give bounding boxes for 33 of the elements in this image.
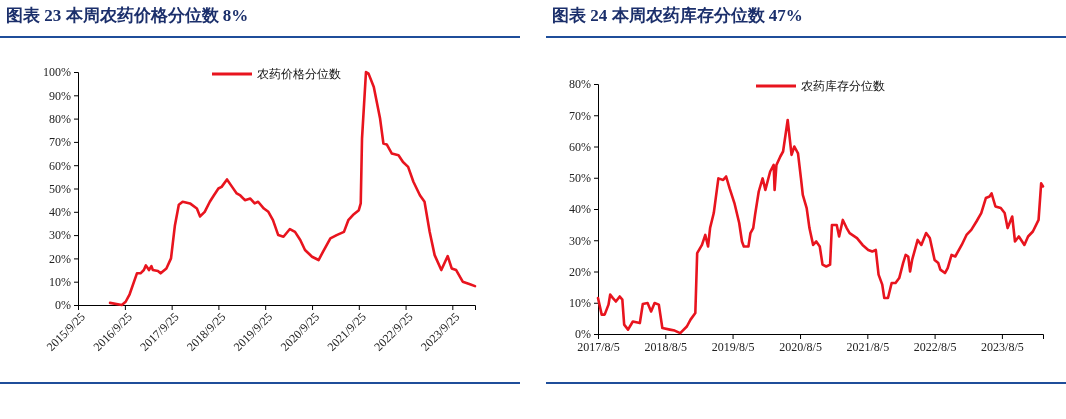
x-tick-label: 2021/8/5 xyxy=(846,339,890,354)
y-tick-label: 60% xyxy=(49,158,71,173)
y-tick-label: 0% xyxy=(575,327,591,342)
y-tick-label: 80% xyxy=(569,77,591,92)
x-tick-label: 2023/8/5 xyxy=(981,339,1024,354)
y-tick-label: 80% xyxy=(49,111,71,126)
y-tick-label: 60% xyxy=(569,139,591,154)
chart-title: 图表 23 本周农药价格分位数 8% xyxy=(6,5,249,27)
line-series xyxy=(596,118,1045,335)
y-tick-label: 90% xyxy=(49,88,71,103)
y-tick-label: 70% xyxy=(569,108,591,123)
y-tick-label: 30% xyxy=(569,233,591,248)
y-tick-label: 50% xyxy=(569,171,591,186)
y-tick-label: 30% xyxy=(49,228,71,243)
y-tick-label: 20% xyxy=(49,251,71,266)
y-tick-label: 50% xyxy=(49,181,71,196)
legend-label: 农药价格分位数 xyxy=(257,67,341,81)
y-tick-label: 40% xyxy=(569,202,591,217)
y-tick-label: 70% xyxy=(49,135,71,150)
x-tick-label: 2018/8/5 xyxy=(644,339,688,354)
x-tick-label: 2019/8/5 xyxy=(711,339,755,354)
y-tick-label: 10% xyxy=(49,275,71,290)
y-tick-label: 40% xyxy=(49,205,71,220)
y-tick-label: 0% xyxy=(55,298,71,313)
x-tick-label: 2017/8/5 xyxy=(577,339,620,354)
x-tick-label: 2020/8/5 xyxy=(779,339,822,354)
y-tick-label: 10% xyxy=(569,296,591,311)
y-tick-label: 20% xyxy=(569,264,591,279)
y-tick-label: 100% xyxy=(43,65,71,80)
chart-title: 图表 24 本周农药库存分位数 47% xyxy=(552,5,803,27)
legend-label: 农药库存分位数 xyxy=(801,79,885,93)
x-tick-label: 2022/8/5 xyxy=(913,339,957,354)
line-series xyxy=(108,70,477,307)
